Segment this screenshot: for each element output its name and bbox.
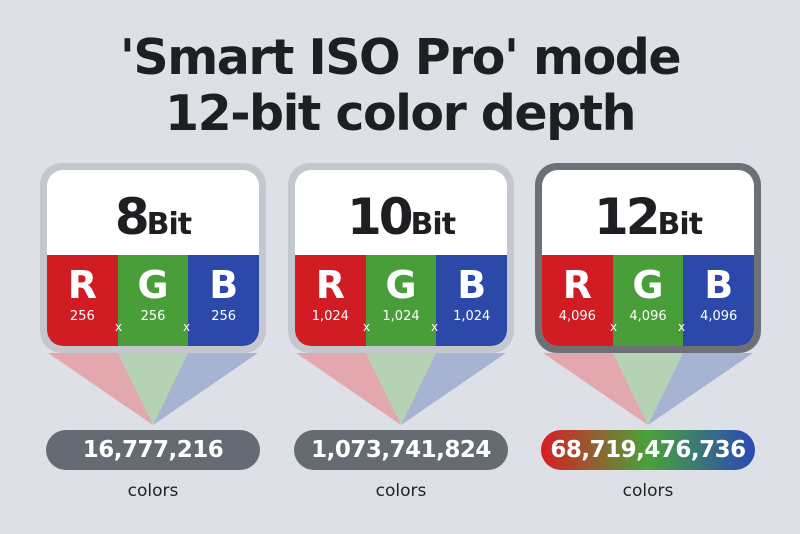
channel-value: 4,096 (700, 309, 738, 324)
card-8bit: 8Bit R 256 G 256 B 256 x x 16,777,216 colors (40, 163, 266, 501)
colors-label: colors (622, 481, 674, 501)
channel-letter: R (562, 263, 592, 307)
card-frame: 8Bit R 256 G 256 B 256 x x (40, 163, 266, 353)
colors-label: colors (375, 481, 427, 501)
rgb-band: R 1,024 G 1,024 B 1,024 x x (295, 255, 507, 346)
channel-b: B 1,024 (436, 255, 507, 346)
title-line-2: 12-bit color depth (165, 85, 636, 142)
rgb-band: R 4,096 G 4,096 B 4,096 x x (542, 255, 754, 346)
funnel-green (366, 353, 436, 425)
bit-unit: Bit (146, 207, 192, 242)
bit-unit: Bit (410, 207, 456, 242)
colors-label: colors (127, 481, 179, 501)
channel-letter: G (632, 263, 664, 307)
channel-value: 256 (211, 309, 237, 324)
funnel (543, 353, 753, 425)
funnel-green (118, 353, 188, 425)
bit-number: 12 (593, 188, 661, 246)
bit-unit: Bit (657, 207, 703, 242)
channel-g: G 256 (117, 255, 189, 346)
channel-letter: R (315, 263, 345, 307)
multiply-sign: x (678, 320, 686, 334)
channel-g: G 4,096 (612, 255, 684, 346)
channel-value: 4,096 (558, 309, 596, 324)
bit-label: 8Bit (47, 188, 259, 246)
channel-r: R 1,024 (295, 255, 366, 346)
channel-letter: B (704, 263, 734, 307)
card-12bit: 12Bit R 4,096 G 4,096 B 4,096 x x 68,719,476,73… (535, 163, 761, 501)
bit-number: 10 (346, 188, 414, 246)
card-frame: 10Bit R 1,024 G 1,024 B 1,024 x x (288, 163, 514, 353)
channel-r: R 256 (47, 255, 118, 346)
channel-letter: B (209, 263, 239, 307)
multiply-sign: x (610, 320, 618, 334)
card-frame: 12Bit R 4,096 G 4,096 B 4,096 x x (535, 163, 761, 353)
channel-value: 1,024 (311, 309, 349, 324)
total-colors-pill: 1,073,741,824 (294, 430, 508, 470)
channel-letter: B (457, 263, 487, 307)
card-body: 10Bit R 1,024 G 1,024 B 1,024 x x (295, 170, 507, 346)
channel-b: B 256 (188, 255, 259, 346)
funnel-green (613, 353, 683, 425)
channel-value: 1,024 (382, 309, 420, 324)
bit-label: 12Bit (542, 188, 754, 246)
channel-value: 1,024 (453, 309, 491, 324)
funnel (296, 353, 506, 425)
total-colors-pill: 16,777,216 (46, 430, 260, 470)
channel-letter: G (137, 263, 169, 307)
bit-label: 10Bit (295, 188, 507, 246)
channel-letter: R (67, 263, 97, 307)
channel-value: 256 (69, 309, 95, 324)
channel-letter: G (385, 263, 417, 307)
funnel (48, 353, 258, 425)
total-colors-pill: 68,719,476,736 (541, 430, 755, 470)
channel-value: 4,096 (629, 309, 667, 324)
card-10bit: 10Bit R 1,024 G 1,024 B 1,024 x x 1,073,741,824… (288, 163, 514, 501)
funnel-blue (648, 353, 753, 425)
title-line-1: 'Smart ISO Pro' mode (119, 29, 682, 86)
multiply-sign: x (183, 320, 191, 334)
multiply-sign: x (363, 320, 371, 334)
rgb-band: R 256 G 256 B 256 x x (47, 255, 259, 346)
channel-g: G 1,024 (365, 255, 437, 346)
channel-r: R 4,096 (542, 255, 613, 346)
card-body: 8Bit R 256 G 256 B 256 x x (47, 170, 259, 346)
funnel-blue (401, 353, 506, 425)
card-body: 12Bit R 4,096 G 4,096 B 4,096 x x (542, 170, 754, 346)
multiply-sign: x (115, 320, 123, 334)
funnel-blue (153, 353, 258, 425)
channel-b: B 4,096 (683, 255, 754, 346)
bit-number: 8 (114, 188, 150, 246)
channel-value: 256 (140, 309, 166, 324)
multiply-sign: x (431, 320, 439, 334)
